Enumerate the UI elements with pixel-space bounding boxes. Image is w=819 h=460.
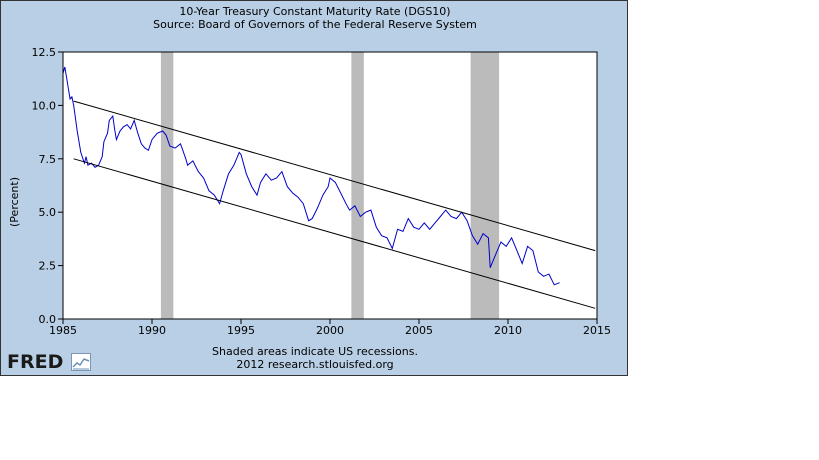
trend-channel-line xyxy=(73,100,596,252)
plot-area xyxy=(63,52,597,319)
data-series xyxy=(62,66,596,309)
x-tick-label: 2010 xyxy=(494,324,522,337)
y-tick-label: 7.5 xyxy=(39,153,57,166)
y-tick-label: 0.0 xyxy=(39,313,57,326)
y-tick-label: 5.0 xyxy=(39,206,57,219)
x-tick-label: 1995 xyxy=(227,324,255,337)
recession-band xyxy=(470,52,500,319)
chart-frame: 10-Year Treasury Constant Maturity Rate … xyxy=(0,0,628,376)
x-tick-label: 2005 xyxy=(405,324,433,337)
chart-thumbnail-icon xyxy=(71,353,91,371)
x-tick-label: 1985 xyxy=(49,324,77,337)
source-credit: 2012 research.stlouisfed.org xyxy=(236,358,394,371)
y-tick-label: 2.5 xyxy=(39,260,57,273)
recession-band xyxy=(351,52,364,319)
chart-subtitle: Source: Board of Governors of the Federa… xyxy=(153,18,477,31)
fred-logo-text: FRED xyxy=(7,351,64,373)
x-tick-label: 1990 xyxy=(138,324,166,337)
y-axis-label: (Percent) xyxy=(8,177,21,227)
x-tick-label: 2015 xyxy=(583,324,611,337)
recession-note: Shaded areas indicate US recessions. xyxy=(212,345,418,358)
chart-title: 10-Year Treasury Constant Maturity Rate … xyxy=(179,5,451,18)
recession-bands xyxy=(160,52,500,319)
y-tick-label: 10.0 xyxy=(32,99,57,112)
series-line xyxy=(62,66,560,286)
axes: 1985 1990 1995 2000 2005 2010 2015 0.0 2.5 5.0 7.5… xyxy=(32,46,612,337)
line-chart: 1985 1990 1995 2000 2005 2010 2015 0.0 2.5 5.0 7.5… xyxy=(8,46,612,337)
trend-channel-line xyxy=(73,158,596,309)
y-tick-label: 12.5 xyxy=(32,46,57,59)
fred-logo: FRED xyxy=(7,351,91,373)
x-tick-label: 2000 xyxy=(316,324,344,337)
